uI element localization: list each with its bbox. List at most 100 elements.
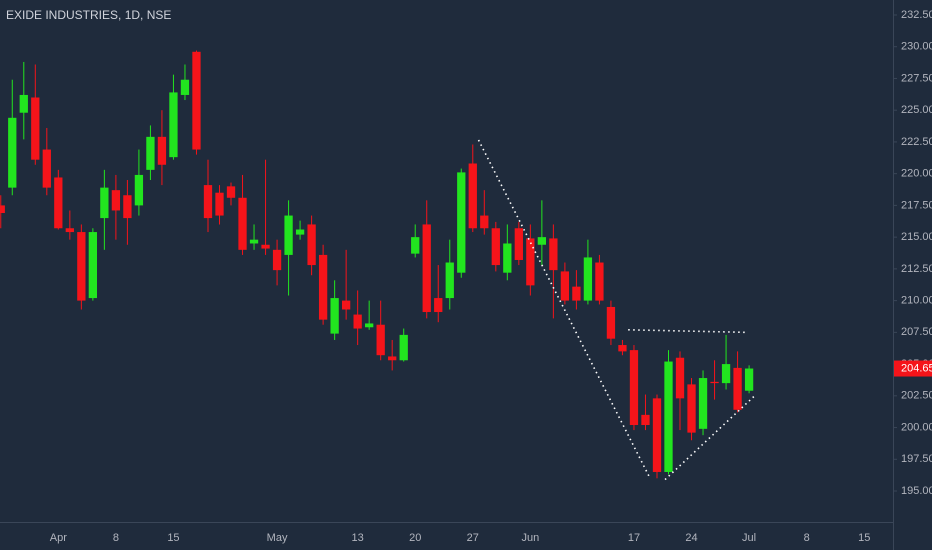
candle-body xyxy=(318,254,328,320)
candle-body xyxy=(503,243,512,273)
candle-body xyxy=(192,51,201,150)
candle-body xyxy=(572,286,581,301)
trendline xyxy=(477,139,651,479)
candle-body xyxy=(215,192,224,216)
candle-body xyxy=(261,244,270,249)
candle-body xyxy=(249,239,259,244)
candle-body xyxy=(157,136,167,165)
x-tick-label: 15 xyxy=(167,532,179,544)
candle-body xyxy=(537,237,547,245)
candle-body xyxy=(295,229,305,235)
candle-body xyxy=(42,149,51,188)
candle-body xyxy=(595,262,604,301)
candle-body xyxy=(687,384,696,433)
candle-body xyxy=(457,172,466,273)
candle-body xyxy=(721,364,731,384)
candle-body xyxy=(664,361,673,472)
candle-body xyxy=(629,350,639,426)
y-tick-label: 195.00 xyxy=(901,485,932,497)
axes: 195.00197.50200.00202.50205.00207.50210.… xyxy=(50,9,932,544)
candle-body xyxy=(675,357,685,399)
x-tick-label: 27 xyxy=(467,532,479,544)
candle-body xyxy=(480,215,489,229)
x-tick-label: 13 xyxy=(352,532,364,544)
x-tick-label: 17 xyxy=(628,532,640,544)
candle-body xyxy=(434,298,443,313)
candle-body xyxy=(606,306,616,339)
candle-body xyxy=(134,174,144,206)
candle-body xyxy=(226,186,236,198)
candle-body xyxy=(388,356,397,361)
y-tick-label: 232.50 xyxy=(901,9,932,21)
candle-body xyxy=(54,177,63,229)
candle-body xyxy=(710,381,719,384)
y-tick-label: 227.50 xyxy=(901,72,932,84)
candle-body xyxy=(272,249,282,271)
candle-body xyxy=(88,232,98,299)
chart-title: EXIDE INDUSTRIES, 1D, NSE xyxy=(6,8,171,22)
x-tick-label: 8 xyxy=(113,532,119,544)
candle-body xyxy=(341,300,351,310)
candle-body xyxy=(353,314,362,329)
x-tick-label: Apr xyxy=(50,532,67,544)
candle-body xyxy=(31,97,40,160)
candle-body xyxy=(399,334,408,361)
y-tick-label: 225.00 xyxy=(901,104,932,116)
y-tick-label: 230.00 xyxy=(901,41,932,53)
x-tick-label: Jul xyxy=(742,532,756,544)
y-tick-label: 220.00 xyxy=(901,168,932,180)
candle-body xyxy=(641,414,650,426)
candle-body xyxy=(146,136,155,170)
candle-body xyxy=(733,367,742,410)
x-tick-label: 15 xyxy=(858,532,870,544)
candle-body xyxy=(238,197,247,250)
candle-body xyxy=(468,163,477,229)
candle-body xyxy=(491,228,500,266)
candle-body xyxy=(652,398,662,472)
y-tick-label: 207.50 xyxy=(901,326,932,338)
x-tick-label: 20 xyxy=(409,532,421,544)
y-tick-label: 202.50 xyxy=(901,390,932,402)
candle-body xyxy=(284,215,293,255)
candle-body xyxy=(698,378,708,429)
candle-body xyxy=(169,92,178,158)
candle-body xyxy=(560,271,570,301)
candle-body xyxy=(203,185,213,219)
candle-body xyxy=(180,79,190,95)
candle-body xyxy=(422,224,431,313)
y-tick-label: 212.50 xyxy=(901,263,932,275)
x-tick-label: 24 xyxy=(685,532,697,544)
candle-body xyxy=(744,368,754,391)
candle-body xyxy=(445,262,454,299)
y-tick-label: 217.50 xyxy=(901,199,932,211)
x-tick-label: May xyxy=(267,532,288,544)
last-price-box xyxy=(894,360,932,377)
candle-body xyxy=(100,187,109,219)
y-tick-label: 210.00 xyxy=(901,295,932,307)
x-tick-label: Jun xyxy=(521,532,539,544)
candle-body xyxy=(65,228,74,233)
candle-body xyxy=(365,323,374,328)
candle-body xyxy=(411,237,420,254)
trendline xyxy=(664,393,757,481)
candle-body xyxy=(514,228,523,260)
candle-body xyxy=(0,205,5,214)
candle-body xyxy=(123,195,132,219)
candle-body xyxy=(549,238,558,271)
candle-body xyxy=(330,298,339,334)
candle-body xyxy=(77,232,86,301)
candle-body xyxy=(376,324,385,356)
x-tick-label: 8 xyxy=(804,532,810,544)
y-tick-label: 215.00 xyxy=(901,231,932,243)
candle-body xyxy=(526,238,535,286)
candle-body xyxy=(8,117,17,188)
candle-body xyxy=(583,257,593,301)
candle-body xyxy=(307,224,316,266)
y-tick-label: 222.50 xyxy=(901,136,932,148)
candle-body xyxy=(19,94,28,113)
y-tick-label: 200.00 xyxy=(901,421,932,433)
plot-area xyxy=(0,50,757,481)
